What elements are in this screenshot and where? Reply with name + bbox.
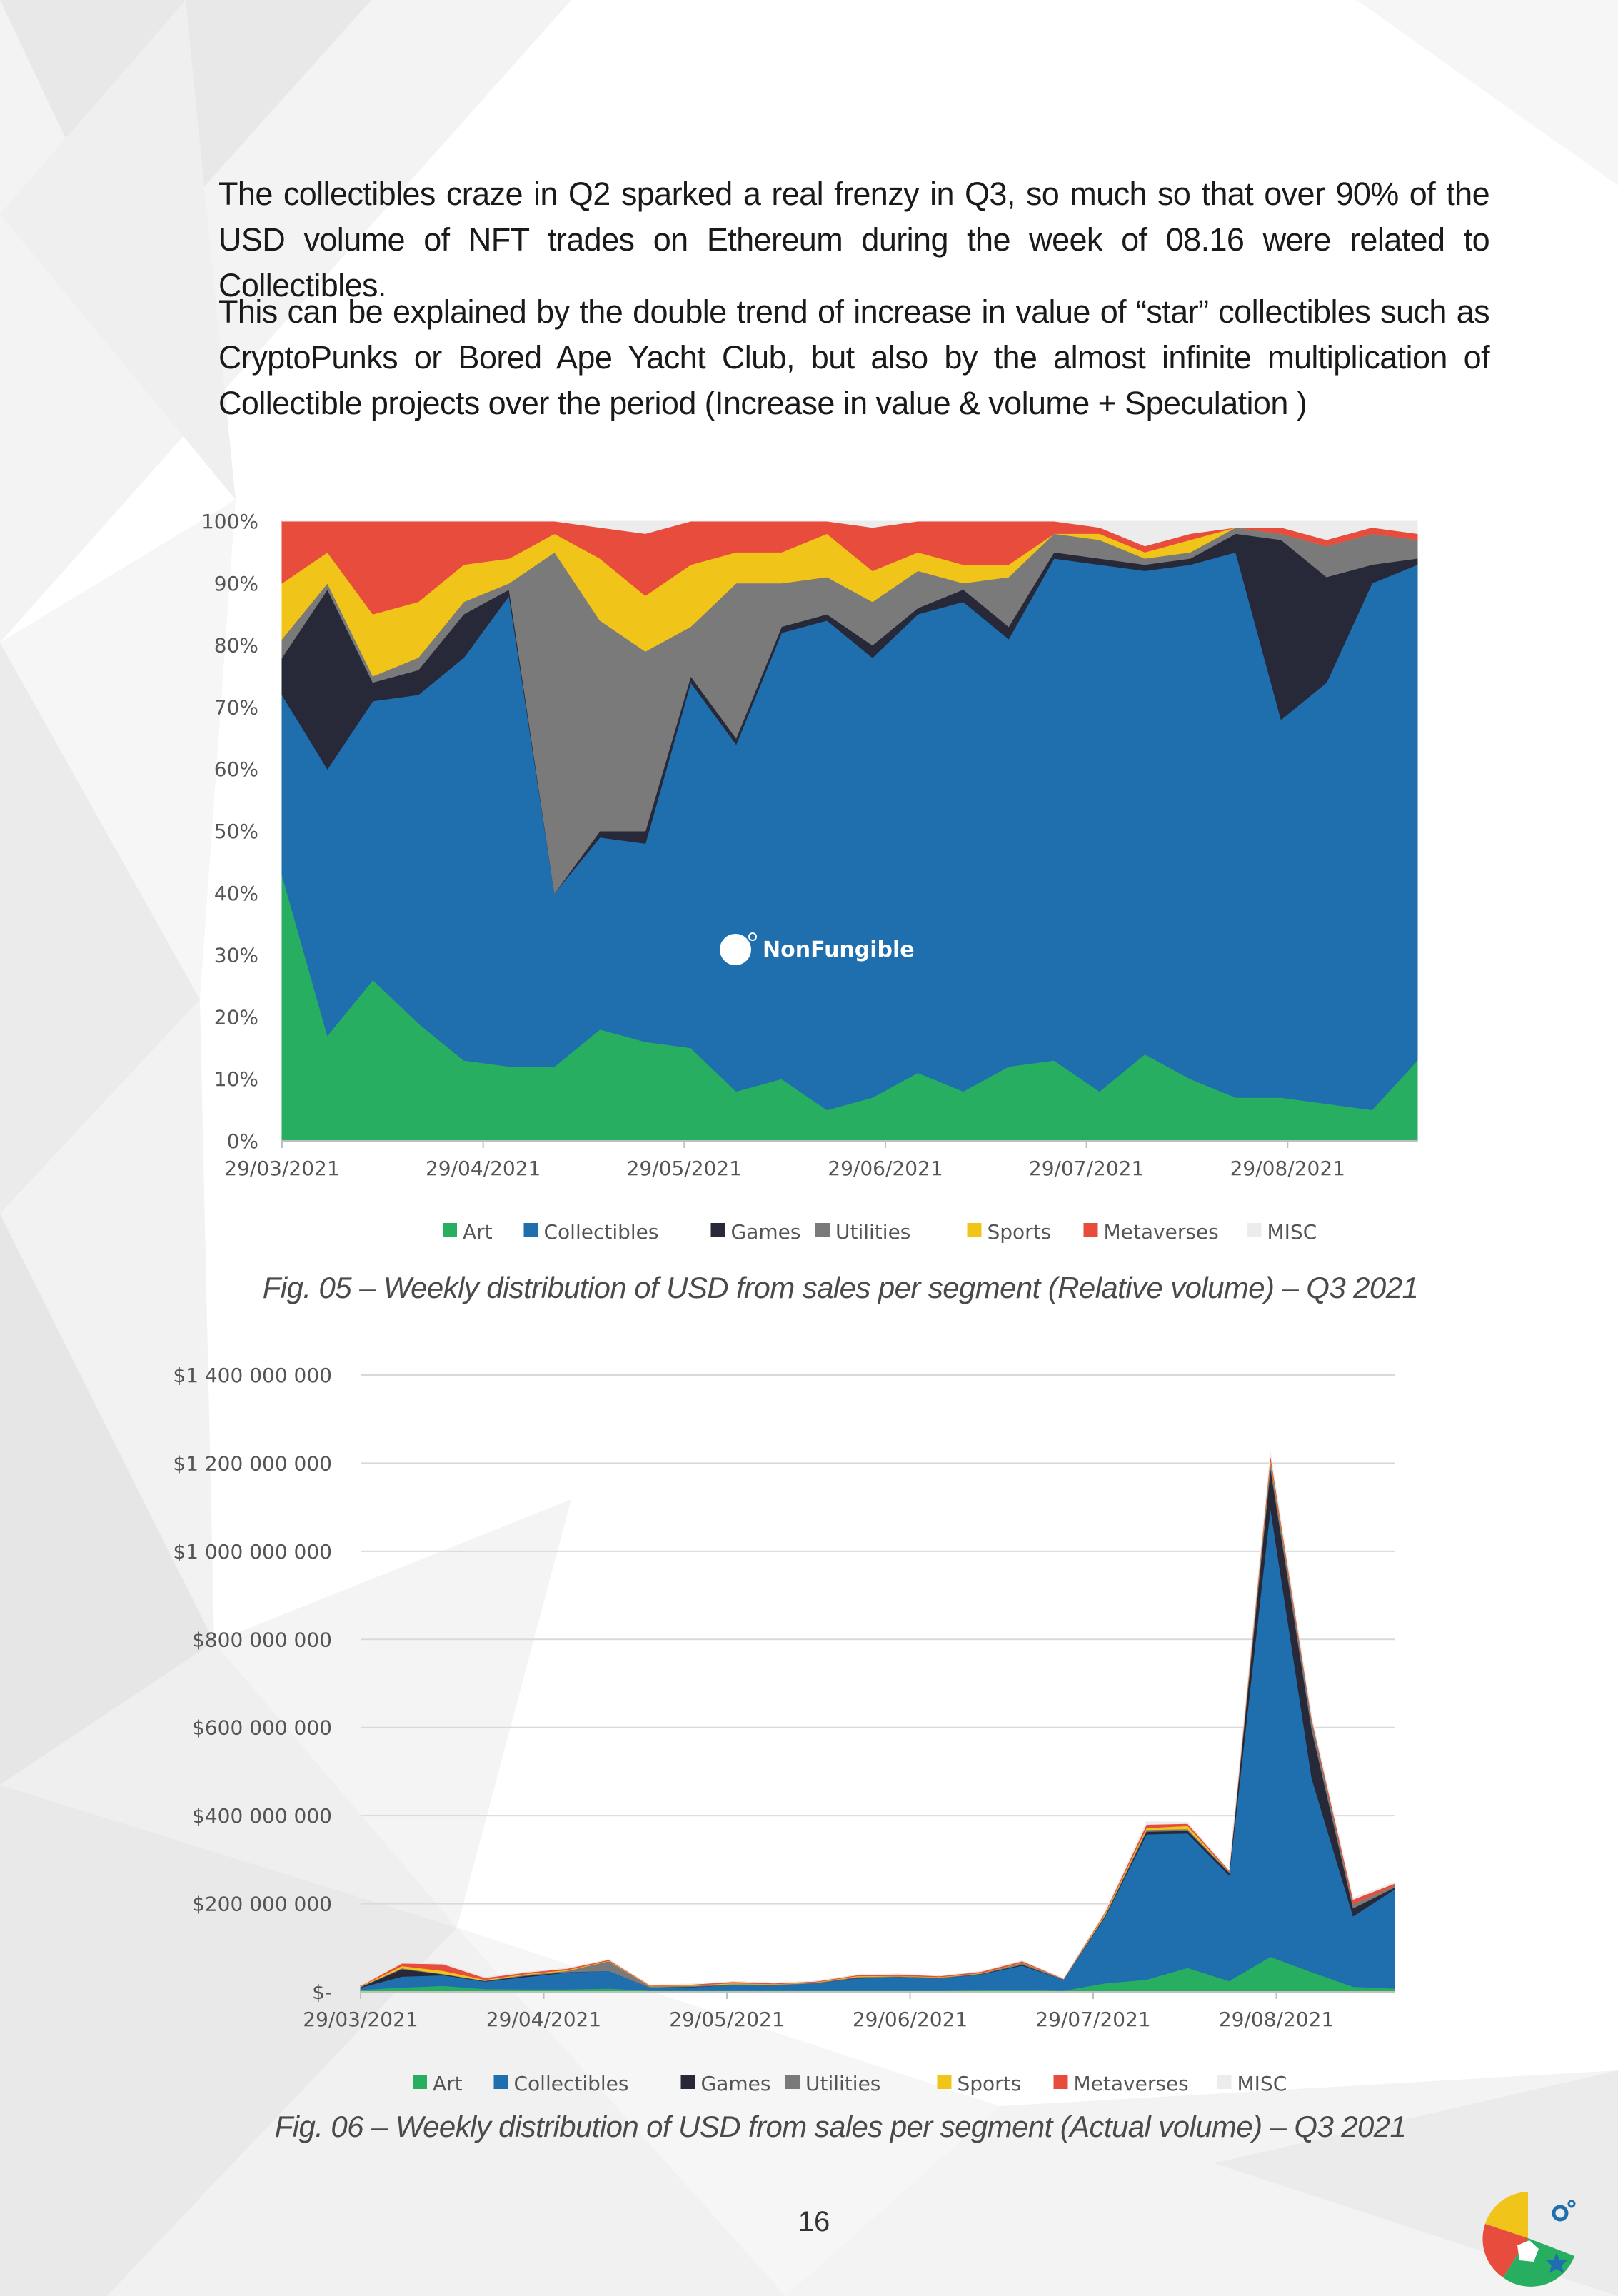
legend-swatch-collectibles (493, 2075, 508, 2089)
legend-label-misc: MISC (1237, 2072, 1287, 2095)
paragraph-2: This can be explained by the double tren… (218, 293, 1490, 421)
page-number: 16 (798, 2206, 830, 2237)
legend-swatch-games (710, 1223, 725, 1237)
legend-label-metaverses: Metaverses (1074, 2072, 1189, 2095)
legend-label-sports: Sports (988, 1220, 1052, 1244)
legend-label-art: Art (463, 1220, 493, 1244)
legend-swatch-sports (937, 2075, 952, 2089)
legend-label-utilities: Utilities (805, 2072, 880, 2095)
x-tick-label: 29/05/2021 (627, 1157, 742, 1180)
x-tick-label: 29/03/2021 (224, 1157, 339, 1180)
area-series-misc (282, 520, 1418, 547)
x-tick-label: 29/06/2021 (828, 1157, 943, 1180)
x-tick-label: 29/06/2021 (853, 2008, 968, 2031)
y-tick-label: $400 000 000 (192, 1804, 332, 1828)
y-tick-label: 40% (214, 882, 258, 905)
figure-06-caption: Fig. 06 – Weekly distribution of USD fro… (274, 2110, 1407, 2143)
x-tick-label: 29/08/2021 (1230, 1157, 1345, 1180)
nonfungible-logo-icon (1482, 2192, 1576, 2287)
y-tick-label: 50% (214, 820, 258, 843)
legend-label-games: Games (701, 2072, 771, 2095)
legend-swatch-art (413, 2075, 427, 2089)
y-tick-label: $1 200 000 000 (173, 1451, 332, 1475)
y-tick-label: 20% (214, 1005, 258, 1029)
x-tick-label: 29/07/2021 (1035, 2008, 1150, 2031)
x-tick-label: 29/08/2021 (1219, 2008, 1334, 2031)
legend-swatch-sports (967, 1223, 982, 1237)
paragraph-1: The collectibles craze in Q2 sparked a r… (218, 176, 1490, 303)
legend-label-utilities: Utilities (835, 1220, 910, 1244)
legend-label-games: Games (731, 1220, 801, 1244)
legend-label-metaverses: Metaverses (1104, 1220, 1219, 1244)
y-tick-label: 10% (214, 1067, 258, 1091)
y-tick-label: $200 000 000 (192, 1893, 332, 1916)
y-tick-label: 0% (227, 1129, 258, 1153)
area-series-collectibles (360, 1507, 1395, 1991)
legend-swatch-metaverses (1053, 2075, 1068, 2089)
figure-05-caption: Fig. 05 – Weekly distribution of USD fro… (262, 1271, 1419, 1304)
relative-volume-chart: 0% 10% 20% 30% 40% 50% 60% 70% 80% 90% 100% 29/03/2… (201, 510, 1418, 1244)
legend-swatch-misc (1247, 1223, 1262, 1237)
y-tick-label: $600 000 000 (192, 1716, 332, 1740)
legend-swatch-utilities (815, 1223, 830, 1237)
watermark-logo: NonFungible (606, 1664, 879, 1711)
y-tick-label: 90% (214, 572, 258, 595)
x-tick-label: 29/03/2021 (303, 2008, 418, 2031)
x-tick-label: 29/07/2021 (1029, 1157, 1144, 1180)
x-tick-label: 29/05/2021 (669, 2008, 784, 2031)
y-tick-label: 100% (201, 510, 258, 533)
area-series-misc (360, 1451, 1395, 1986)
legend-label-misc: MISC (1267, 1220, 1317, 1244)
legend-label-collectibles: Collectibles (544, 1220, 659, 1244)
legend-swatch-collectibles (523, 1223, 538, 1237)
y-tick-label: 80% (214, 634, 258, 658)
legend-swatch-art (443, 1223, 457, 1237)
legend-label-art: Art (433, 2072, 463, 2095)
y-tick-label: $1 400 000 000 (173, 1364, 332, 1387)
legend-label-collectibles: Collectibles (514, 2072, 629, 2095)
y-tick-label: $1 000 000 000 (173, 1540, 332, 1564)
legend-swatch-utilities (785, 2075, 800, 2089)
x-tick-label: 29/04/2021 (486, 2008, 601, 2031)
actual-volume-chart: $- $200 000 000 $400 000 000 $600 000 000 $8… (173, 1364, 1395, 2095)
y-tick-label: 60% (214, 757, 258, 781)
legend-swatch-metaverses (1083, 1223, 1098, 1237)
watermark-text: NonFungible (763, 937, 915, 962)
watermark-text: NonFungible (666, 1671, 879, 1706)
legend-label-sports: Sports (958, 2072, 1022, 2095)
y-tick-label: $800 000 000 (192, 1628, 332, 1651)
legend-swatch-misc (1217, 2075, 1232, 2089)
y-tick-label: $- (312, 1980, 332, 2004)
watermark-logo: NonFungible (720, 932, 915, 965)
x-tick-label: 29/04/2021 (426, 1157, 541, 1180)
legend-swatch-games (680, 2075, 695, 2089)
y-tick-label: 70% (214, 695, 258, 719)
y-tick-label: 30% (214, 944, 258, 967)
